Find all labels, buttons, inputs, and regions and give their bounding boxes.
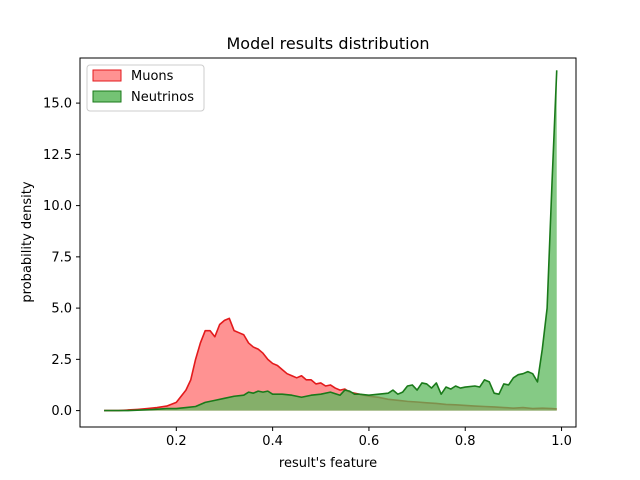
x-tick-label: 0.8 — [455, 434, 476, 449]
legend-swatch-neutrinos — [92, 90, 122, 103]
x-axis-label: result's feature — [279, 456, 377, 471]
area-fill-muons — [104, 318, 557, 411]
plot-frame — [79, 57, 577, 428]
x-tick-label: 1.0 — [551, 434, 572, 449]
y-axis: 0.0 2.5 5.0 7.5 10.0 12.5 15.0 — [43, 97, 80, 419]
y-axis-label: probability density — [20, 181, 35, 302]
y-tick-label: 15.0 — [43, 97, 72, 112]
chart-title: Model results distribution — [227, 34, 430, 53]
y-tick-label: 12.5 — [43, 148, 72, 163]
y-tick-label: 7.5 — [51, 250, 72, 265]
x-tick-label: 0.4 — [262, 434, 283, 449]
legend-swatch-muons — [92, 69, 122, 82]
series-layer — [104, 70, 558, 412]
x-tick-label: 0.6 — [359, 434, 380, 449]
legend-label-muons: Muons — [131, 69, 174, 84]
y-tick-label: 0.0 — [51, 404, 72, 419]
y-tick-label: 2.5 — [51, 353, 72, 368]
legend-label-neutrinos: Neutrinos — [131, 90, 194, 105]
legend: Muons Neutrinos — [86, 64, 205, 112]
y-tick-label: 10.0 — [43, 199, 72, 214]
x-axis: 0.2 0.4 0.6 0.8 1.0 — [166, 427, 572, 449]
series-line-neutrinos — [104, 70, 558, 412]
y-tick-label: 5.0 — [51, 302, 72, 317]
x-tick-label: 0.2 — [166, 434, 187, 449]
